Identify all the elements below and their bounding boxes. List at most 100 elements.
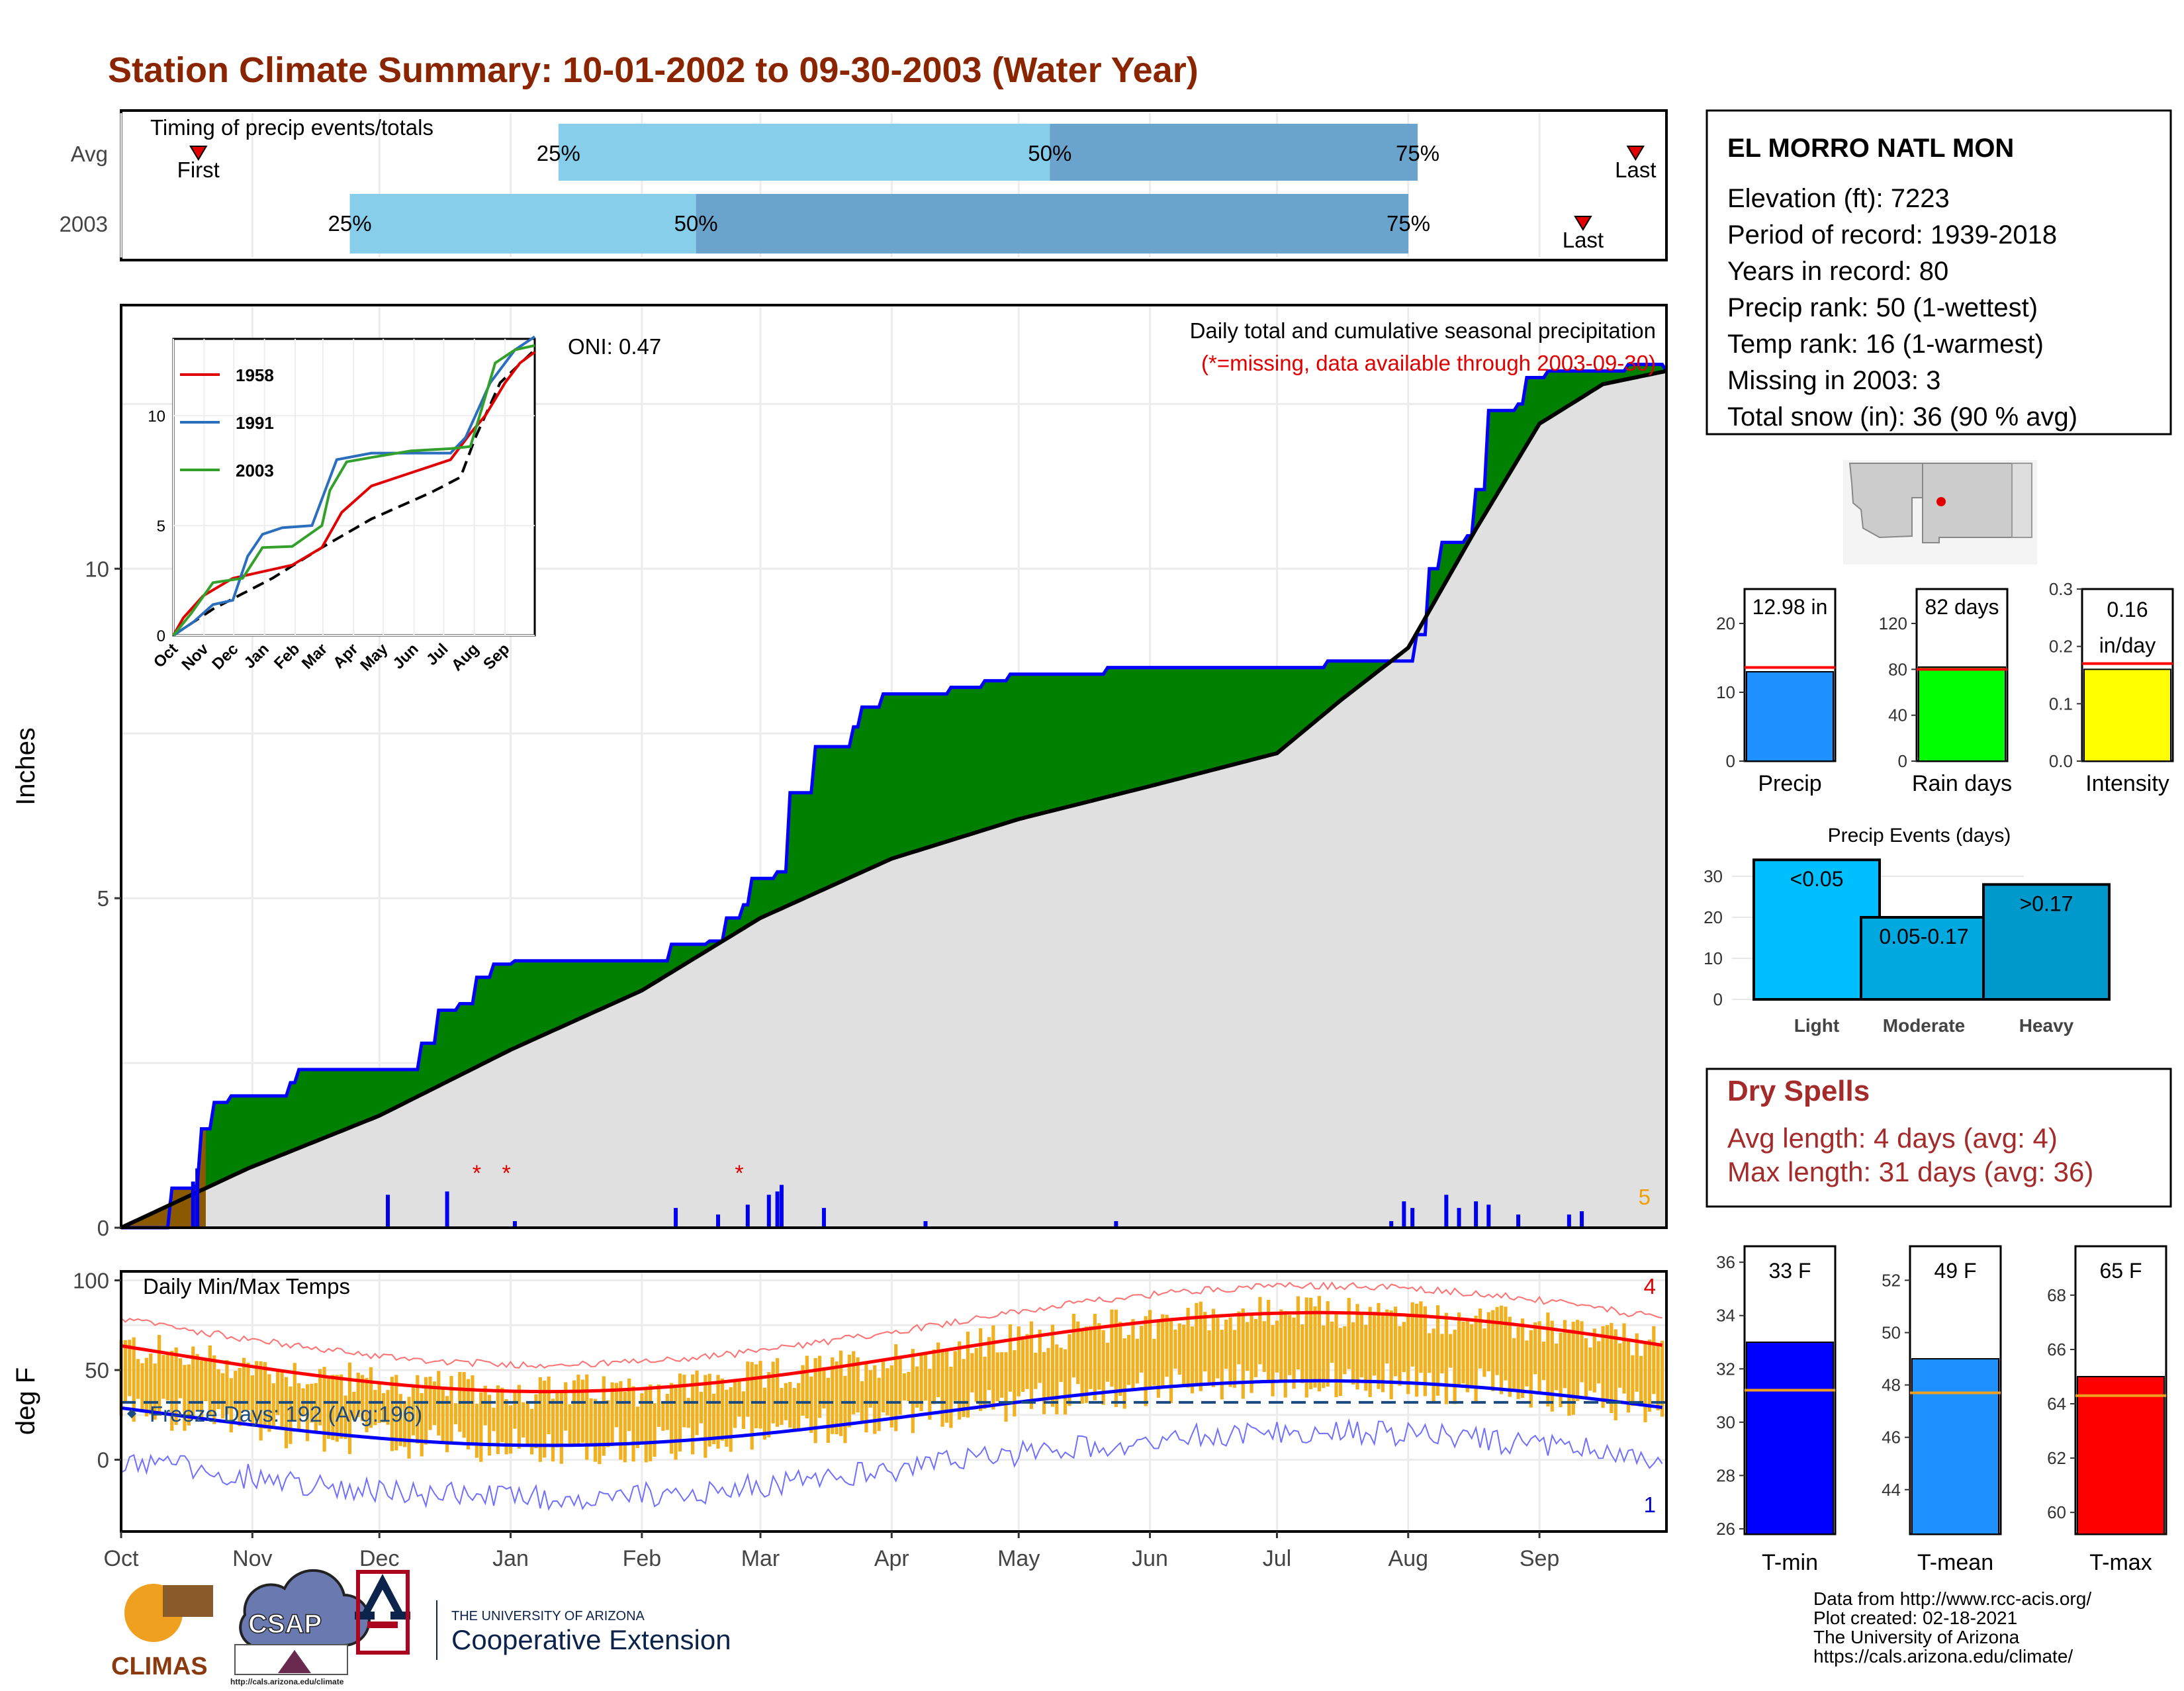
- daily-temp-bar: [674, 1384, 678, 1460]
- summary-bar-charts: 12.98 in 0 10 20 Precip 82 days 0 40 80 120 Rain d…: [1716, 579, 2174, 796]
- daily-precip-bar: [1410, 1208, 1415, 1228]
- daily-temp-bar: [1046, 1348, 1050, 1398]
- inset-y-tick-label: 0: [157, 627, 165, 645]
- daily-temp-bar: [788, 1382, 792, 1428]
- daily-temp-bar: [259, 1361, 263, 1441]
- daily-temp-bar: [255, 1361, 259, 1426]
- daily-temp-bar: [352, 1392, 356, 1420]
- yr-q50-q75-bar: [696, 194, 1409, 253]
- daily-precip-bar: [1474, 1201, 1479, 1228]
- daily-temp-bar: [1393, 1306, 1398, 1377]
- summary-bar-tick-label: 20: [1716, 614, 1735, 633]
- events-bar-label: <0.05: [1790, 867, 1844, 891]
- daily-temp-bar: [322, 1367, 326, 1452]
- daily-temp-bar: [369, 1367, 373, 1428]
- daily-temp-bar: [1525, 1340, 1529, 1387]
- x-month-labels: Oct Nov Dec Jan Feb Mar Apr May Jun Jul Aug Sep: [104, 1531, 1559, 1571]
- csap-mountain: [278, 1650, 311, 1673]
- daily-temp-bar: [280, 1371, 284, 1430]
- daily-temp-bar: [471, 1375, 475, 1445]
- temp-bar-value: [1746, 1342, 1834, 1535]
- average-cumulative-line: [120, 369, 1667, 1230]
- daily-temp-bar: [911, 1349, 915, 1434]
- daily-temp-bar: [826, 1377, 830, 1443]
- daily-temp-bar: [958, 1341, 962, 1420]
- daily-temp-bar: [1169, 1320, 1173, 1404]
- summary-bar-tick-label: 80: [1888, 659, 1907, 679]
- events-bar: [1752, 858, 1881, 1001]
- avg-last-marker: [1626, 146, 1645, 161]
- daily-temp-bar: [1398, 1326, 1402, 1386]
- x-month-label: May: [997, 1546, 1040, 1571]
- daily-temp-bar: [682, 1375, 686, 1428]
- daily-temp-bar: [403, 1400, 407, 1447]
- daily-temp-bar: [513, 1391, 517, 1429]
- daily-temp-bar: [1449, 1334, 1453, 1368]
- daily-temp-bar: [559, 1390, 563, 1464]
- daily-temp-bar: [1071, 1314, 1075, 1378]
- daily-temp-bar: [1267, 1300, 1271, 1381]
- summary-bar-label: Precip: [1758, 771, 1821, 796]
- daily-temp-bar: [547, 1376, 551, 1435]
- daily-temp-bar: [657, 1384, 661, 1427]
- daily-temp-bar: [699, 1391, 704, 1424]
- avg-q50-label: 50%: [1028, 141, 1071, 165]
- daily-temp-bar: [1661, 1340, 1664, 1417]
- daily-precip-bar: [191, 1181, 195, 1228]
- dry-spells-max: Max length: 31 days (avg: 36): [1727, 1156, 2093, 1187]
- daily-temp-bar: [1177, 1323, 1181, 1375]
- daily-temp-bar: [284, 1377, 289, 1449]
- credit-url: https://cals.arizona.edu/climate/: [1813, 1646, 2073, 1667]
- daily-temp-bar: [220, 1373, 225, 1419]
- summary-bar-value: [1746, 671, 1834, 762]
- daily-temp-bar: [1093, 1314, 1097, 1400]
- timing-panel: Timing of precip events/totals Avg 2003 …: [60, 109, 1668, 261]
- daily-precip-bar: [1567, 1214, 1571, 1228]
- events-bar-label: >0.17: [2020, 891, 2073, 915]
- csap-text: CSAP: [248, 1610, 322, 1639]
- dry-spells-frame: [1706, 1068, 2172, 1208]
- daily-temp-bar: [331, 1375, 335, 1440]
- daily-temp-bar: [653, 1403, 657, 1457]
- yr-q75-label: 75%: [1387, 211, 1430, 236]
- daily-temp-bar: [555, 1392, 559, 1447]
- daily-temp-bar: [1368, 1306, 1372, 1397]
- x-month-label: Feb: [623, 1546, 662, 1571]
- daily-temp-bar: [729, 1387, 733, 1452]
- daily-temp-bar: [1504, 1306, 1508, 1381]
- daily-temp-bar: [153, 1363, 157, 1420]
- temp-bar-value-label: 33 F: [1768, 1259, 1811, 1283]
- daily-temp-bar: [1470, 1324, 1474, 1388]
- daily-temp-bar: [487, 1394, 492, 1456]
- precip-events-chart: <0.05 Light 0.05-0.17 Moderate >0.17 Heavy 0 10…: [1704, 856, 2111, 1036]
- daily-temp-bar: [1275, 1320, 1279, 1373]
- temp-bar-tick-label: 62: [2047, 1448, 2066, 1468]
- freeze-marker: [127, 1409, 136, 1418]
- station-line-elevation: Elevation (ft): 7223: [1727, 184, 1950, 213]
- daily-temp-bar: [1402, 1322, 1406, 1373]
- daily-precip-bars: [191, 1168, 1584, 1228]
- daily-temp-bar: [902, 1373, 907, 1400]
- daily-temp-bar: [775, 1358, 780, 1427]
- daily-temp-bar: [792, 1388, 796, 1430]
- daily-temp-bar: [1495, 1306, 1499, 1375]
- summary-bar-tick-label: 0: [1726, 751, 1735, 771]
- daily-temp-bar: [1440, 1334, 1444, 1374]
- daily-temp-bar: [606, 1400, 610, 1447]
- daily-temp-bar: [1546, 1312, 1550, 1407]
- daily-temp-bar: [741, 1391, 745, 1430]
- record-min-line: [120, 1418, 1663, 1511]
- daily-temp-bar: [813, 1357, 817, 1443]
- daily-temp-bar: [707, 1373, 711, 1447]
- daily-temp-bar: [1237, 1311, 1241, 1365]
- daily-temp-bar: [928, 1369, 932, 1420]
- events-tick-label: 30: [1704, 866, 1723, 886]
- daily-precip-bar: [1457, 1208, 1461, 1228]
- precip-frame: [120, 304, 1668, 1229]
- daily-temp-bar: [991, 1325, 995, 1410]
- daily-temp-bar: [1389, 1310, 1393, 1400]
- daily-precip-bar: [1580, 1211, 1584, 1228]
- station-frame: [1706, 109, 2172, 435]
- daily-temp-bar: [475, 1403, 478, 1458]
- daily-temp-bar: [1432, 1328, 1435, 1403]
